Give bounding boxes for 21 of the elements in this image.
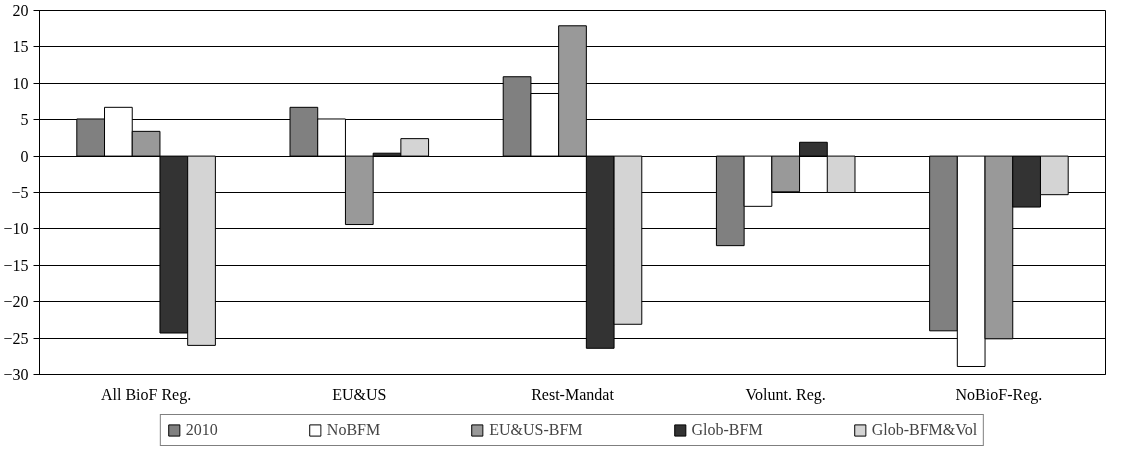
y-tick-label: 10 (12, 74, 29, 92)
x-tick-label: EU&US (332, 385, 387, 403)
y-tick-label: 15 (12, 38, 29, 56)
legend-label: Glob-BFM&Vol (871, 421, 978, 439)
legend-label: Glob-BFM (691, 421, 763, 439)
y-tick-label: −10 (3, 220, 29, 238)
x-tick-label: Rest-Mandat (531, 385, 615, 403)
y-tick-label: 5 (20, 111, 29, 129)
y-tick-label: −25 (3, 329, 29, 347)
y-tick-label: −30 (3, 366, 29, 383)
y-tick-label: −20 (3, 293, 29, 311)
x-tick-label: NoBioF-Reg. (955, 385, 1043, 404)
legend-label: EU&US-BFM (489, 421, 583, 439)
x-tick-label: All BioF Reg. (100, 385, 192, 404)
legend-label: 2010 (185, 421, 218, 439)
y-tick-label: −15 (3, 256, 29, 274)
legend-label: NoBFM (326, 421, 381, 439)
y-tick-label: 20 (12, 2, 29, 19)
y-tick-label: −5 (11, 184, 29, 201)
x-tick-label: Volunt. Reg. (745, 385, 826, 404)
y-tick-label: 0 (20, 147, 29, 165)
